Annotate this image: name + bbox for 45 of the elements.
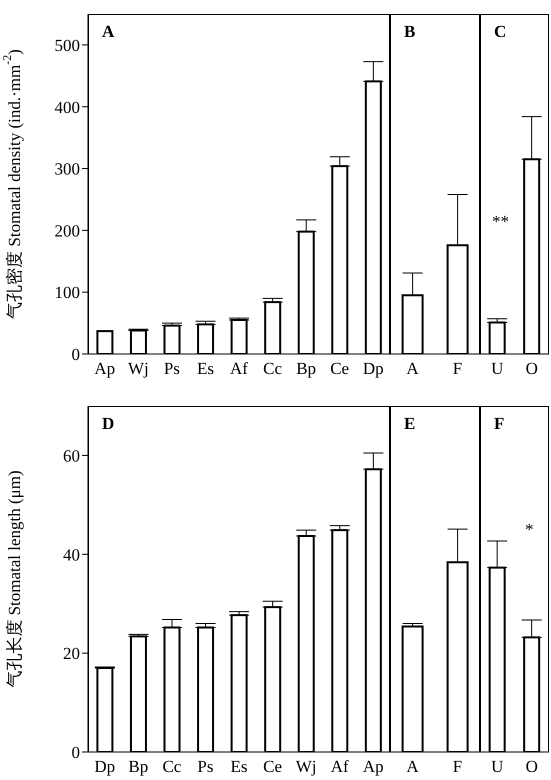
- text: B: [404, 22, 416, 42]
- x-tick-label: U: [491, 359, 504, 378]
- x-tick-label: Dp: [362, 359, 384, 378]
- x-tick-label: Ce: [263, 757, 282, 776]
- text: A: [102, 22, 114, 42]
- x-tick-label: O: [526, 757, 538, 776]
- x-tick-label: Bp: [128, 757, 148, 776]
- x-tick-label: F: [452, 757, 462, 776]
- y-tick-label: 20: [63, 644, 80, 664]
- x-tick-label: U: [491, 757, 504, 776]
- y-tick-label: 40: [63, 545, 80, 564]
- text: E: [404, 414, 416, 434]
- y-tick-label: 300: [54, 160, 80, 179]
- text: C: [494, 22, 506, 42]
- y-tick-label: 400: [54, 98, 80, 117]
- x-tick-label: Dp: [94, 757, 116, 776]
- x-tick-label: Bp: [296, 359, 316, 378]
- x-tick-label: Cc: [162, 757, 182, 776]
- x-tick-label: A: [406, 757, 420, 776]
- y-axis-title: 气孔长度 Stomatal length (μm): [4, 470, 24, 688]
- x-tick-label: Af: [230, 359, 248, 378]
- x-tick-label: Ap: [362, 757, 384, 776]
- x-tick-label: F: [452, 359, 462, 378]
- x-tick-label: Af: [330, 757, 349, 776]
- y-tick-label: 100: [54, 283, 80, 302]
- y-tick-label: 200: [54, 221, 80, 240]
- y-tick-label: 60: [63, 446, 80, 466]
- annotation: *: [525, 520, 534, 540]
- x-tick-label: Cc: [263, 359, 282, 378]
- x-tick-label: Es: [230, 757, 248, 776]
- annotation: **: [492, 212, 509, 232]
- y-tick-label: 0: [72, 743, 80, 762]
- text: F: [494, 414, 504, 434]
- x-tick-label: Ps: [164, 359, 180, 378]
- x-tick-label: A: [406, 359, 420, 378]
- x-tick-label: Wj: [128, 359, 149, 378]
- x-tick-label: Ps: [197, 757, 214, 776]
- x-tick-label: O: [526, 359, 538, 378]
- x-tick-label: Ap: [94, 359, 116, 378]
- x-tick-label: Wj: [296, 757, 316, 776]
- y-tick-label: 500: [54, 36, 80, 55]
- x-tick-label: Es: [196, 359, 214, 378]
- y-tick-label: 0: [72, 345, 80, 364]
- text: D: [102, 414, 114, 434]
- x-tick-label: Ce: [330, 359, 350, 378]
